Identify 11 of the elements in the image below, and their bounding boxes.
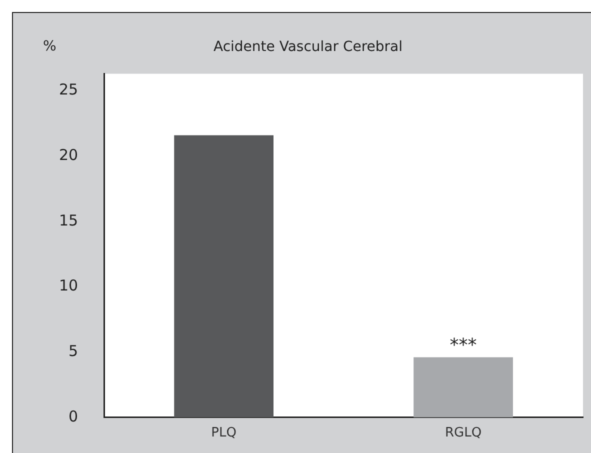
y-tick-label: 20 [58,146,78,164]
x-tick-label: RGLQ [444,426,482,441]
y-tick-label: 0 [68,407,78,426]
y-tick-label: 10 [58,276,78,295]
y-axis-title: % [43,38,56,55]
chart-title: Acidente Vascular Cerebral [213,39,403,56]
x-tick-label: PLQ [211,426,236,441]
y-tick-label: 5 [68,342,78,360]
y-tick-label: 15 [58,211,78,230]
annotation: *** [450,334,477,356]
y-tick-label: 25 [58,80,78,99]
